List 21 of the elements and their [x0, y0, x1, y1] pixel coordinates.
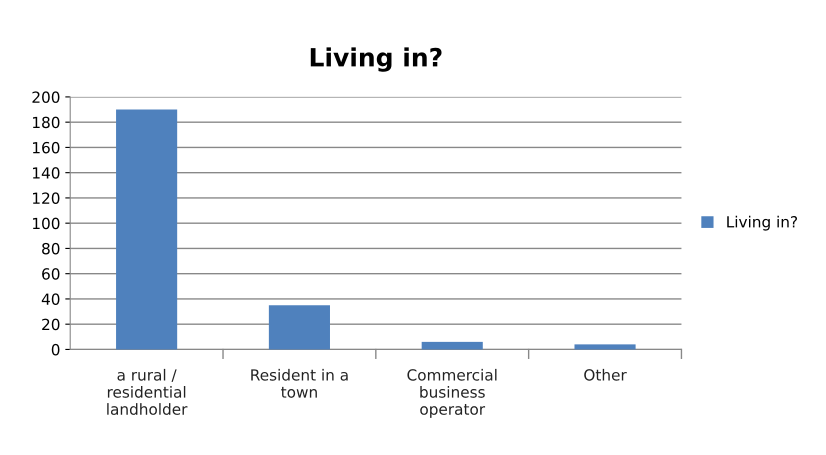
y-tick-label: 160	[33, 142, 60, 154]
legend-label: Living in?	[727, 216, 798, 231]
y-tick-label: 100	[33, 218, 60, 230]
y-tick-label: 140	[33, 167, 60, 179]
y-tick-label: 200	[32, 91, 60, 103]
y-tick-label: 0	[52, 344, 60, 356]
bar	[116, 110, 178, 350]
x-tick-label: Commercial business operator	[407, 368, 496, 418]
y-tick-label: 120	[33, 192, 60, 204]
y-tick-label: 80	[42, 242, 60, 254]
bar	[574, 344, 636, 350]
y-tick-label: 60	[42, 268, 60, 280]
x-tick-label: a rural / residential landholder	[107, 368, 188, 415]
y-tick-label: 20	[42, 318, 60, 330]
bar	[422, 342, 483, 350]
chart-title: Living in?	[310, 47, 442, 72]
bar	[268, 305, 330, 350]
x-tick-label: Other	[584, 368, 627, 381]
x-tick-label: Resident in a town	[251, 368, 348, 398]
y-tick-label: 180	[33, 116, 60, 128]
y-tick-label: 40	[42, 293, 60, 305]
